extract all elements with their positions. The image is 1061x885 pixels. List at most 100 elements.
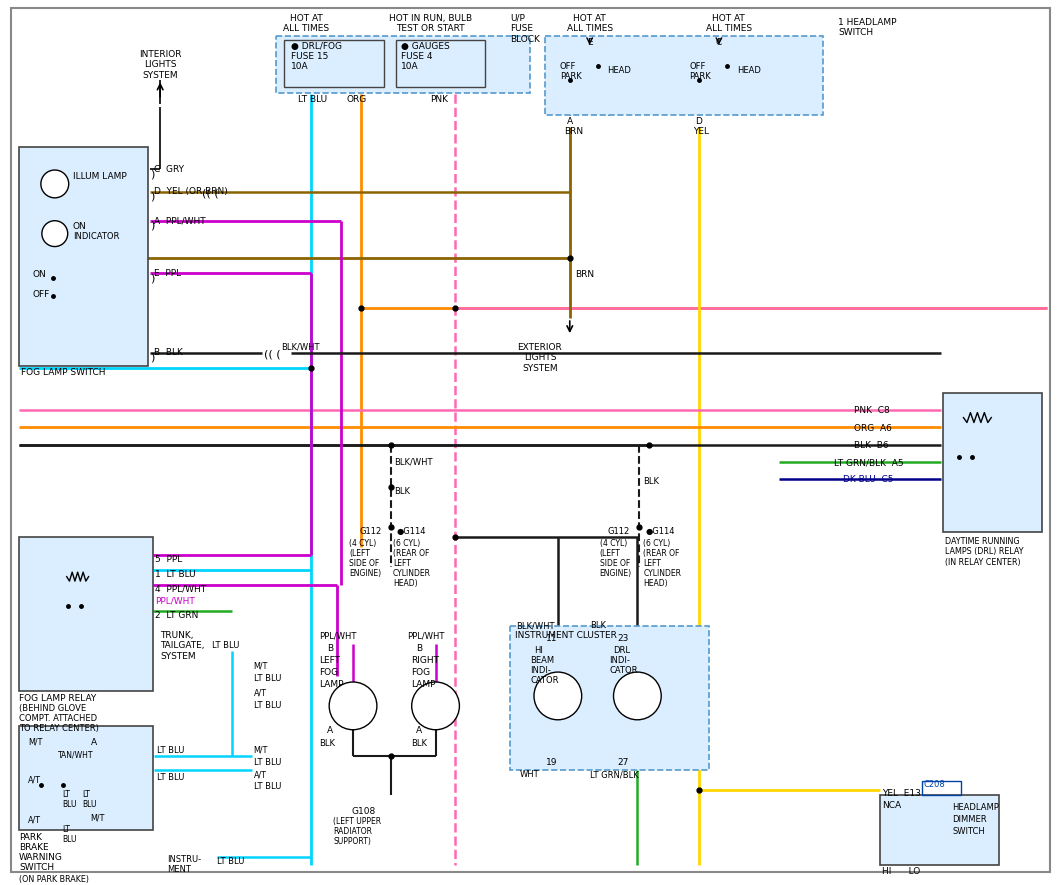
Text: SWITCH: SWITCH: [19, 863, 54, 872]
Text: ORG  A6: ORG A6: [854, 424, 892, 433]
Text: ): ): [151, 169, 155, 179]
Text: ): ): [151, 192, 155, 202]
Text: A/T: A/T: [254, 771, 266, 780]
Text: PPL/WHT: PPL/WHT: [319, 631, 356, 641]
Text: YEL: YEL: [693, 127, 709, 136]
Text: INSTRU-: INSTRU-: [168, 855, 202, 864]
Text: (BEHIND GLOVE: (BEHIND GLOVE: [19, 704, 86, 713]
Text: BLK: BLK: [319, 739, 335, 748]
Text: HEADLAMP: HEADLAMP: [953, 804, 999, 812]
Text: (6 CYL): (6 CYL): [643, 539, 671, 548]
Text: (REAR OF: (REAR OF: [393, 549, 430, 558]
Text: LAMP: LAMP: [319, 680, 344, 689]
Text: CYLINDER: CYLINDER: [393, 569, 431, 578]
Text: DAYTIME RUNNING
LAMPS (DRL) RELAY
(IN RELAY CENTER): DAYTIME RUNNING LAMPS (DRL) RELAY (IN RE…: [944, 537, 1023, 566]
Text: INDI-: INDI-: [609, 656, 630, 666]
Text: (ON PARK BRAKE): (ON PARK BRAKE): [19, 875, 89, 884]
Text: CYLINDER: CYLINDER: [643, 569, 681, 578]
Text: HOT AT
ALL TIMES: HOT AT ALL TIMES: [283, 14, 329, 34]
Text: D: D: [696, 118, 702, 127]
Text: A: A: [567, 118, 573, 127]
Text: LT: LT: [63, 825, 71, 835]
Text: PPL/WHT: PPL/WHT: [155, 596, 195, 605]
Circle shape: [412, 682, 459, 730]
Text: LT BLU: LT BLU: [254, 758, 281, 766]
Text: SIDE OF: SIDE OF: [349, 558, 380, 568]
Text: 23: 23: [618, 635, 629, 643]
Text: FOG LAMP SWITCH: FOG LAMP SWITCH: [21, 368, 105, 377]
Text: (LEFT UPPER: (LEFT UPPER: [333, 817, 381, 827]
Text: HEAD): HEAD): [393, 579, 417, 588]
Text: 2  LT GRN: 2 LT GRN: [155, 612, 198, 620]
Text: INDI-: INDI-: [530, 666, 551, 675]
Text: YEL  E13: YEL E13: [882, 789, 921, 798]
Text: LT BLU: LT BLU: [212, 642, 239, 650]
Text: M/T: M/T: [254, 661, 268, 670]
Text: TRUNK,: TRUNK,: [160, 631, 194, 641]
Text: CATOR: CATOR: [609, 666, 638, 675]
Text: LT BLU: LT BLU: [254, 674, 281, 683]
Text: A: A: [327, 726, 333, 735]
Text: HOT IN RUN, BULB
TEST OR START: HOT IN RUN, BULB TEST OR START: [389, 14, 472, 34]
Text: PNK  C8: PNK C8: [854, 405, 890, 415]
Text: BEAM: BEAM: [530, 656, 554, 666]
Text: ON: ON: [73, 222, 86, 231]
Text: WHT: WHT: [520, 771, 540, 780]
Text: M/T: M/T: [90, 813, 105, 822]
Bar: [545, 35, 823, 115]
Text: (LEFT: (LEFT: [349, 549, 370, 558]
Text: G108: G108: [351, 807, 376, 816]
Text: ● GAUGES: ● GAUGES: [401, 42, 450, 50]
Text: BLU: BLU: [63, 835, 77, 844]
Text: 4  PPL/WHT: 4 PPL/WHT: [155, 585, 206, 594]
Text: PNK: PNK: [431, 96, 449, 104]
Text: B: B: [416, 644, 422, 653]
Text: SWITCH: SWITCH: [953, 827, 986, 836]
Text: HOT AT
ALL TIMES: HOT AT ALL TIMES: [567, 14, 612, 34]
Text: U/P
FUSE
BLOCK: U/P FUSE BLOCK: [510, 14, 540, 43]
Text: WARNING: WARNING: [19, 853, 63, 862]
Text: SUPPORT): SUPPORT): [333, 837, 371, 846]
Text: 1  LT BLU: 1 LT BLU: [155, 570, 196, 579]
Text: OFF: OFF: [33, 290, 50, 299]
Text: DRL: DRL: [613, 646, 630, 655]
Text: ILLUM LAMP: ILLUM LAMP: [73, 173, 126, 181]
Text: BRN: BRN: [575, 271, 594, 280]
Text: (LEFT: (LEFT: [599, 549, 621, 558]
Text: CATOR: CATOR: [530, 676, 558, 685]
Bar: [880, 796, 999, 865]
Text: BLK: BLK: [643, 477, 659, 486]
Text: ON: ON: [33, 271, 47, 280]
Text: A/T: A/T: [254, 689, 266, 698]
Text: INDICATOR: INDICATOR: [73, 232, 119, 241]
Text: BLK/WHT: BLK/WHT: [516, 621, 555, 630]
Text: PARK: PARK: [689, 72, 711, 81]
Text: BLK  B6: BLK B6: [854, 442, 889, 450]
Text: FOG: FOG: [319, 668, 338, 677]
Text: A: A: [90, 738, 97, 747]
Text: RIGHT: RIGHT: [411, 656, 438, 666]
Bar: [19, 726, 153, 830]
Circle shape: [41, 220, 68, 247]
Text: PARK: PARK: [560, 72, 581, 81]
Text: LT BLU: LT BLU: [157, 773, 185, 782]
Text: LT GRN/BLK  A5: LT GRN/BLK A5: [834, 458, 904, 467]
Text: LEFT: LEFT: [643, 558, 661, 568]
Circle shape: [41, 170, 69, 198]
Text: B  BLK: B BLK: [154, 349, 184, 358]
Circle shape: [329, 682, 377, 730]
Bar: [922, 781, 961, 796]
Text: LT BLU: LT BLU: [216, 857, 244, 866]
Text: ): ): [151, 273, 155, 283]
Text: ORG: ORG: [346, 96, 366, 104]
Text: D  YEL (OR BRN): D YEL (OR BRN): [154, 188, 228, 196]
Text: TAILGATE,: TAILGATE,: [160, 642, 205, 650]
Text: OFF: OFF: [560, 62, 576, 71]
Text: BLK/WHT: BLK/WHT: [394, 458, 432, 466]
Text: BLK: BLK: [590, 621, 606, 630]
Text: LEFT: LEFT: [319, 656, 341, 666]
Text: SYSTEM: SYSTEM: [160, 652, 196, 661]
Text: FOG LAMP RELAY: FOG LAMP RELAY: [19, 694, 97, 703]
Text: INSTRUMENT CLUSTER: INSTRUMENT CLUSTER: [515, 631, 616, 641]
Text: 1 HEADLAMP
SWITCH: 1 HEADLAMP SWITCH: [838, 18, 897, 37]
